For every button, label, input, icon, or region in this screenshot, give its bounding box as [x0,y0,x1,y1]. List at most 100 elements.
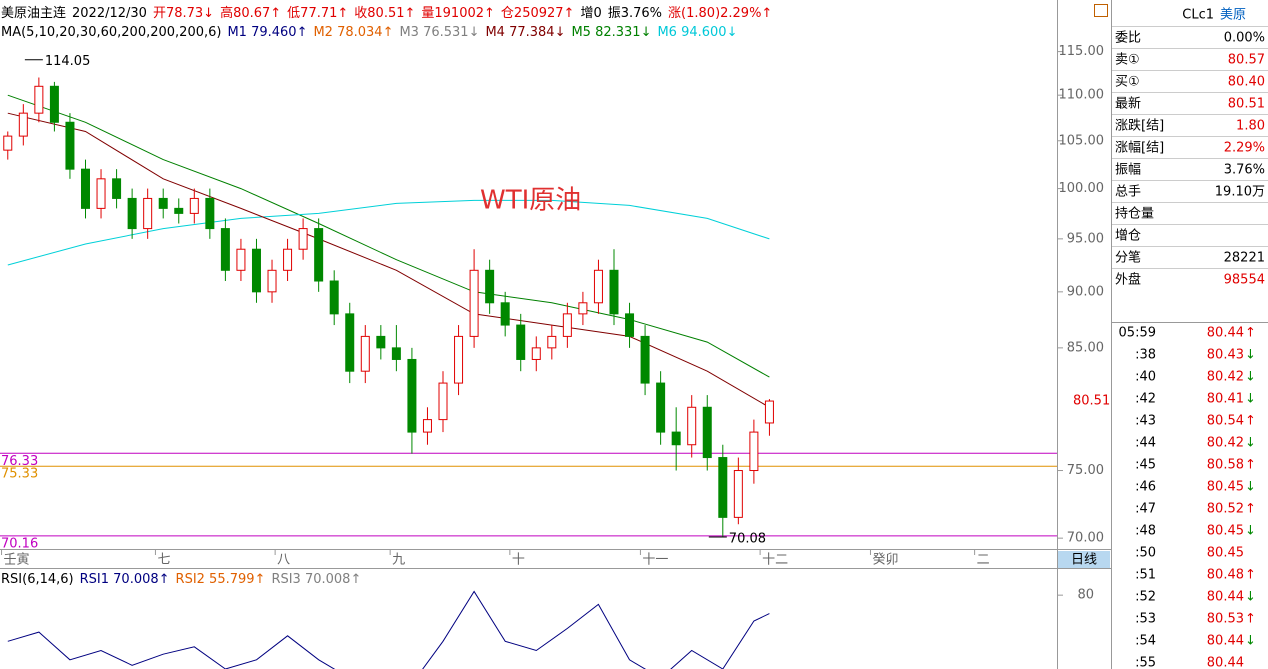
candle-body [345,313,355,372]
tick-price: 80.53 [1207,612,1244,627]
tick-price: 80.45 [1207,546,1244,561]
candle-body [438,382,448,421]
tick-direction: ↓ [1245,634,1256,649]
tick-direction: ↑ [1245,568,1256,583]
tick-time: :51 [1135,568,1156,583]
candle-body [718,457,728,518]
tick-price: 80.54 [1207,414,1244,429]
rsi-legend-item: RSI2 55.799↑ [176,572,266,587]
candle-body [500,302,510,326]
candle-body [656,382,666,433]
y-tick-label: 95.00 [1067,231,1104,246]
header-item: 2022/12/30 [72,6,147,21]
candle-body [391,347,401,360]
tick-direction: ↑ [1245,414,1256,429]
header-item: 增0 [580,6,601,21]
x-tick-label: 十二 [762,553,788,568]
tick-direction: ↓ [1245,524,1256,539]
candle-body [764,400,774,424]
quote-value: 80.51 [1228,97,1265,112]
point-label: 70.08 [729,532,766,547]
quote-label: 增仓 [1115,229,1141,244]
candle-body [329,280,339,315]
candle-body [485,269,495,304]
quote-value: 98554 [1224,273,1265,288]
candle-body [34,85,44,114]
candle-body [189,197,199,214]
tick-price: 80.44 [1207,590,1244,605]
tick-price: 80.58 [1207,458,1244,473]
tick-time: 05:59 [1119,326,1156,341]
candle-body [640,335,650,384]
candle-body [360,335,370,372]
point-label: 114.05 [45,54,90,69]
ma-legend-item-row: MA(5,10,20,30,60,200,200,200,6) M1 79.460… [1,25,737,40]
x-tick-label: 十 [512,553,525,568]
candle-body [3,135,13,151]
tick-price: 80.42 [1207,436,1244,451]
quote-label: 涨跌[结] [1115,118,1164,134]
tick-price: 80.43 [1207,348,1244,363]
candle-body [96,178,106,209]
y-tick-label: 90.00 [1067,284,1104,299]
quote-label: 外盘 [1115,272,1141,288]
tick-time: :46 [1135,480,1156,495]
ma-legend-item: M5 82.331↓ [571,25,651,40]
quote-label: 委比 [1115,31,1141,46]
header-item: 收80.51↑ [354,6,415,21]
candle-body [469,269,479,337]
candle-body [65,121,75,170]
quote-value: 19.10万 [1215,185,1265,200]
candle-body [609,269,619,315]
candle-body [112,178,122,199]
candle-body [702,406,712,459]
candle-body [407,358,417,433]
tick-direction: ↓ [1245,436,1256,451]
candle-body [49,85,59,123]
window-icon[interactable] [1094,4,1108,17]
tick-price: 80.41 [1207,392,1244,407]
tick-direction: ↑ [1245,458,1256,473]
candle-body [80,168,90,209]
period-button[interactable] [1058,551,1110,568]
candle-body [578,302,588,315]
ma-line [7,199,770,266]
tick-price: 80.44 [1207,656,1244,669]
header-item: 涨(1.80)2.29%↑ [668,6,772,21]
candle-body [314,228,324,282]
quote-value: 3.76% [1224,163,1265,178]
y-tick-label: 70.00 [1067,531,1104,546]
quote-label: 持仓量 [1115,207,1154,222]
candle-body [547,335,557,349]
tick-time: :42 [1135,392,1156,407]
tick-direction: ↑ [1245,502,1256,517]
candle-body [749,431,759,472]
tick-time: :43 [1135,414,1156,429]
tick-time: :53 [1135,612,1156,627]
x-tick-label: 九 [392,553,405,568]
x-tick-label: 七 [157,553,170,568]
candle-body [562,313,572,337]
x-tick-label: 癸卯 [872,553,898,568]
rsi-legend-item: RSI1 70.008↑ [80,572,170,587]
tick-time: :48 [1135,524,1156,539]
y-tick-label: 100.00 [1059,181,1105,196]
tick-direction: ↓ [1245,480,1256,495]
header-item: 美原油主连 [1,5,66,21]
quote-value: 80.57 [1228,53,1265,68]
candle-body [733,470,743,518]
candle-body [143,197,153,230]
candle-body [687,406,697,446]
quote-label: 涨幅[结] [1115,141,1164,156]
quote-market: 美原 [1220,8,1246,23]
tick-price: 80.44 [1207,634,1244,649]
last-price: 80.51 [1073,394,1110,409]
quote-value: 2.29% [1224,141,1265,156]
tick-direction: ↓ [1245,590,1256,605]
tick-time: :54 [1135,634,1156,649]
tick-direction: ↓ [1245,370,1256,385]
quote-label: 买① [1115,75,1140,90]
ma-legend-item: M6 94.600↓ [657,25,737,40]
period-label[interactable]: 日线 [1071,553,1097,568]
ma-line [7,94,770,378]
